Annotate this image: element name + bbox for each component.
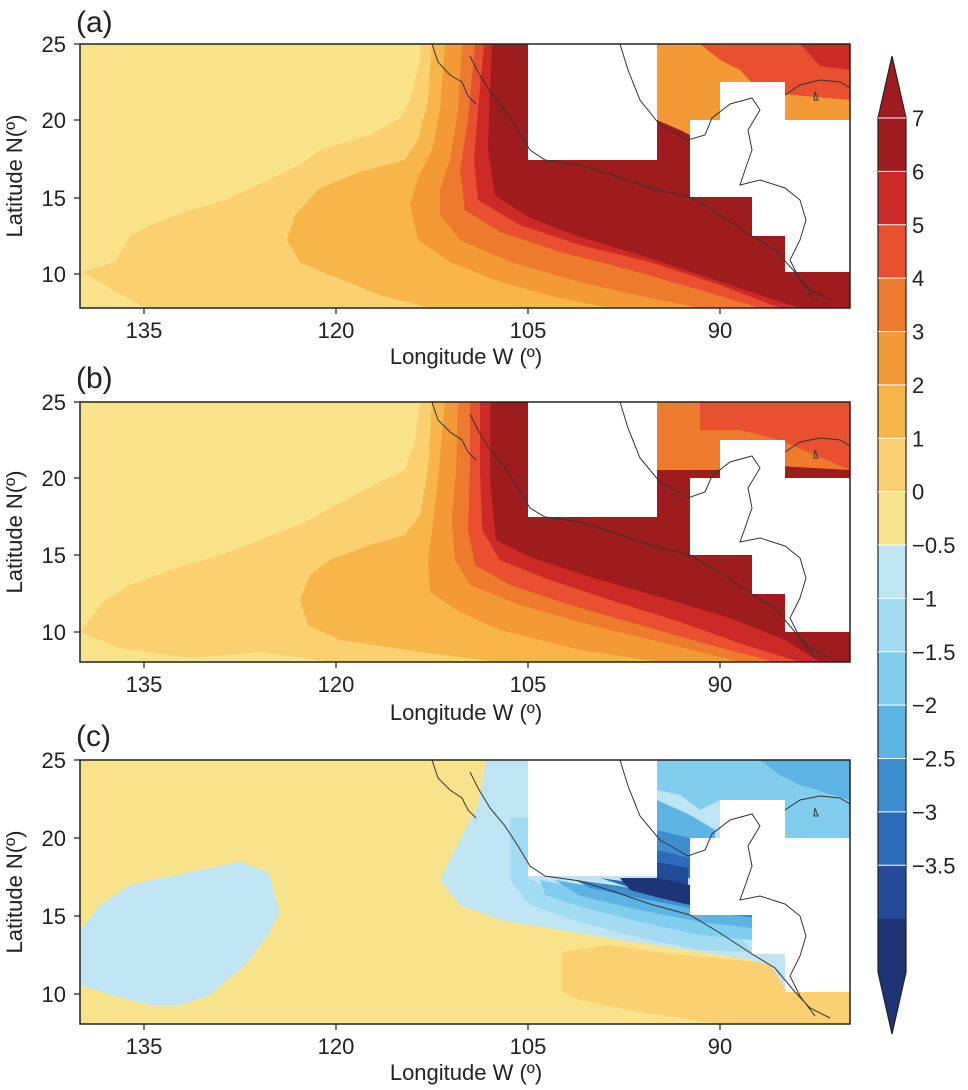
x-tick-120: 120 [318,1034,355,1059]
colorbar-segment [878,331,906,386]
x-tick-105: 105 [510,318,547,343]
x-tick-90: 90 [708,318,732,343]
field-neg-0.5-1 [510,818,752,952]
colorbar-segment [878,598,906,653]
panel-a: (a) 25 20 15 10 135 120 105 90 Long [2,6,851,369]
field-neg-1.5-2 [555,760,850,928]
panel-label-b: (b) [76,362,113,395]
colorbar-segment [878,278,906,332]
field-neg-blob-west [80,862,280,1005]
x-tick-135: 135 [126,672,163,697]
colorbar-tick-label: 0 [912,480,924,505]
ticks [74,401,721,668]
land-mask [528,44,850,272]
x-tick-105: 105 [510,672,547,697]
colorbar-tick-label: 2 [912,373,924,398]
x-tick-105: 105 [510,1034,547,1059]
colorbar-segment [878,384,906,439]
colorbar-tick-label: 3 [912,320,924,345]
field-below-3.5 [620,878,690,905]
colorbar-tick-label: −1 [912,586,937,611]
x-tick-90: 90 [708,672,732,697]
panel-label-a: (a) [76,6,113,39]
y-tick-10: 10 [42,620,66,645]
colorbar-extend-top [878,56,906,118]
panel-a-map [80,44,850,308]
x-tick-90: 90 [708,1034,732,1059]
colorbar-segment [878,438,906,493]
colorbar-outline [877,55,907,1035]
ticks [74,43,721,314]
y-tick-10: 10 [42,262,66,287]
field-pos-blob-south [562,945,850,1024]
x-axis-label: Longitude W (º) [390,1060,542,1085]
x-tick-135: 135 [126,1034,163,1059]
y-tick-10: 10 [42,982,66,1007]
x-axis-label: Longitude W (º) [390,700,542,725]
panel-label-c: (c) [76,720,111,753]
colorbar-tick-label: −2.5 [912,747,955,772]
panel-c-axes: 25 20 15 10 135 120 105 90 Longitude W (… [2,748,732,1085]
y-tick-25: 25 [42,32,66,57]
colorbar-tick-label: 6 [912,159,924,184]
colorbar-segment [878,118,906,172]
colorbar-segment [878,918,906,973]
field-ne-red [700,44,850,100]
coastline [431,44,850,301]
colorbar-segment [878,491,906,546]
colorbar-segment [878,171,906,226]
y-tick-15: 15 [42,543,66,568]
y-tick-25: 25 [42,390,66,415]
land-mask [528,402,850,632]
colorbar-segment [878,224,906,279]
y-axis-label: Latitude N(º) [2,115,27,238]
colorbar-tick-label: −3 [912,800,937,825]
field-neg-3-3.5 [657,862,688,885]
coastline [431,760,850,1019]
colorbar-tick-label: 7 [912,106,924,131]
colorbar-segment [878,811,906,866]
colorbar: 7 6 5 4 3 2 1 0 −0.5 −1 −1.5 −2 −2.5 −3 −3.5 [877,55,955,1035]
y-tick-20: 20 [42,108,66,133]
panel-a-frame [79,43,851,309]
panel-c-map [80,760,850,1024]
y-tick-25: 25 [42,748,66,773]
panel-c: (c) 25 20 15 10 135 120 105 90 Long [2,720,851,1085]
panel-b-frame [79,401,851,663]
colorbar-tick-label: −2 [912,693,937,718]
colorbar-segment [878,545,906,599]
y-tick-15: 15 [42,186,66,211]
ticks [74,759,721,1030]
panel-b-map [80,402,850,662]
colorbar-tick-label: −1.5 [912,640,955,665]
y-axis-label: Latitude N(º) [2,471,27,594]
x-tick-135: 135 [126,318,163,343]
colorbar-segment [878,758,906,813]
coastline [431,402,850,659]
panel-b-axes: 25 20 15 10 135 120 105 90 Longitude W (… [2,390,732,725]
x-axis-label: Longitude W (º) [390,344,542,369]
colorbar-tick-label: 5 [912,213,924,238]
colorbar-segment [878,651,906,706]
y-tick-20: 20 [42,466,66,491]
y-tick-15: 15 [42,904,66,929]
x-tick-120: 120 [318,318,355,343]
colorbar-segment [878,705,906,759]
land-mask [528,760,850,992]
y-axis-label: Latitude N(º) [2,831,27,954]
field-ne-darkred [800,44,850,70]
colorbar-extend-bottom [878,972,906,1034]
colorbar-tick-label: 4 [912,266,924,291]
panel-b: (b) 25 20 15 10 135 120 105 90 Longitude… [2,362,851,725]
colorbar-tick-label: 1 [912,426,924,451]
y-tick-20: 20 [42,826,66,851]
panel-a-axes: 25 20 15 10 135 120 105 90 Longitude W (… [2,32,732,369]
x-tick-120: 120 [318,672,355,697]
colorbar-segment [878,865,906,920]
field-ne-red [700,402,850,470]
colorbar-tick-label: −3.5 [912,853,955,878]
colorbar-tick-label: −0.5 [912,533,955,558]
panel-c-frame [79,759,851,1025]
